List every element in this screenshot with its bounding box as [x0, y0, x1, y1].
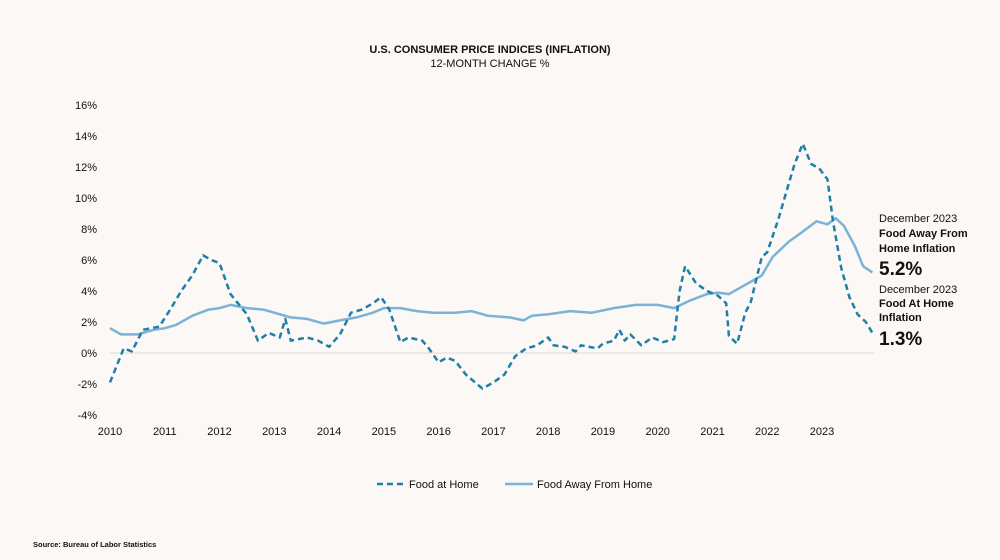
- annotation-home: December 2023 Food At Home Inflation 1.3…: [879, 284, 957, 350]
- y-tick-label: 16%: [75, 100, 97, 112]
- annotation-home-label-2: Inflation: [879, 312, 922, 324]
- x-tick-label: 2011: [153, 426, 177, 438]
- y-tick-label: 2%: [81, 317, 97, 329]
- annotation-home-value: 1.3%: [879, 329, 922, 350]
- annotation-away-date: December 2023: [879, 213, 957, 225]
- x-tick-label: 2015: [372, 426, 396, 438]
- x-tick-label: 2016: [426, 426, 450, 438]
- x-tick-label: 2020: [645, 426, 669, 438]
- annotation-away-label-1: Food Away From: [879, 228, 968, 240]
- chart-title: U.S. CONSUMER PRICE INDICES (INFLATION): [369, 44, 611, 56]
- y-tick-label: 8%: [81, 224, 97, 236]
- x-tick-label: 2021: [700, 426, 724, 438]
- x-tick-label: 2012: [207, 426, 231, 438]
- annotation-away: December 2023 Food Away From Home Inflat…: [879, 213, 968, 280]
- legend-label-food-away: Food Away From Home: [537, 479, 652, 491]
- x-tick-label: 2023: [810, 426, 834, 438]
- x-tick-label: 2019: [591, 426, 615, 438]
- legend: Food at Home Food Away From Home: [377, 479, 652, 491]
- x-tick-label: 2022: [755, 426, 779, 438]
- annotation-home-date: December 2023: [879, 284, 957, 296]
- annotation-home-label-1: Food At Home: [879, 298, 954, 310]
- source-note: Source: Bureau of Labor Statistics: [33, 540, 156, 549]
- y-tick-label: -4%: [77, 410, 97, 422]
- x-tick-label: 2014: [317, 426, 341, 438]
- x-tick-label: 2013: [262, 426, 286, 438]
- legend-label-food-at-home: Food at Home: [409, 479, 479, 491]
- annotation-away-value: 5.2%: [879, 259, 922, 280]
- x-tick-label: 2010: [98, 426, 122, 438]
- series-line-food-away-from-home: [109, 216, 874, 336]
- x-tick-label: 2018: [536, 426, 560, 438]
- y-tick-label: 0%: [81, 348, 97, 360]
- annotation-away-label-2: Home Inflation: [879, 243, 956, 255]
- chart-subtitle: 12-MONTH CHANGE %: [430, 58, 549, 70]
- y-tick-label: 10%: [75, 193, 97, 205]
- y-tick-label: -2%: [77, 379, 97, 391]
- x-tick-label: 2017: [481, 426, 505, 438]
- y-tick-label: 6%: [81, 255, 97, 267]
- y-tick-label: 4%: [81, 286, 97, 298]
- y-tick-label: 14%: [75, 131, 97, 143]
- y-tick-label: 12%: [75, 162, 97, 174]
- series-line-food-at-home: [108, 142, 874, 390]
